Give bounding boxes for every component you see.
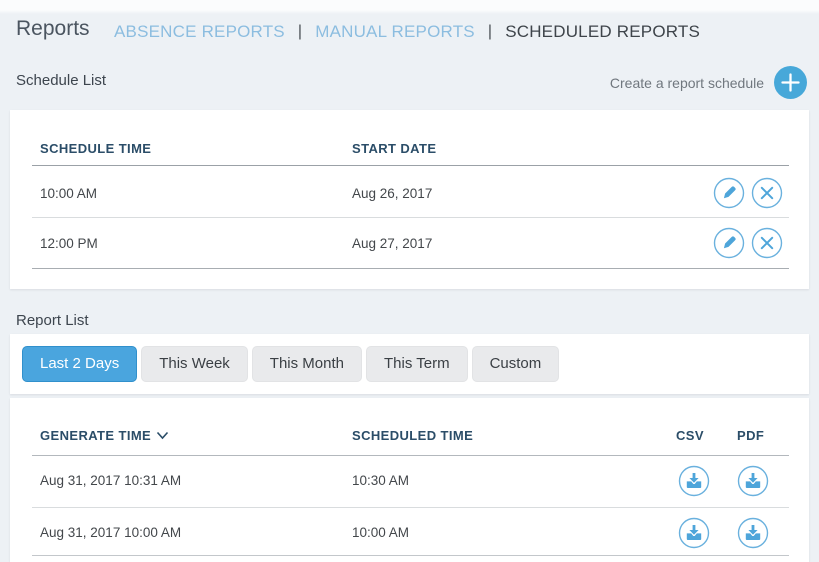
filter-this-month[interactable]: This Month <box>251 346 362 382</box>
column-header-start-date: START DATE <box>352 141 437 156</box>
edit-pencil-icon[interactable] <box>713 227 745 259</box>
filter-this-week[interactable]: This Week <box>141 346 248 382</box>
column-header-scheduled-time: SCHEDULED TIME <box>352 428 474 443</box>
start-date-value: Aug 27, 2017 <box>352 236 433 251</box>
filter-last-2-days[interactable]: Last 2 Days <box>22 346 138 382</box>
download-pdf-icon[interactable] <box>737 465 769 497</box>
schedule-time-value: 12:00 PM <box>40 236 98 251</box>
column-header-pdf: PDF <box>737 428 765 443</box>
edit-pencil-icon[interactable] <box>713 177 745 209</box>
scheduled-time-value: 10:00 AM <box>352 525 410 540</box>
tab-scheduled-reports[interactable]: SCHEDULED REPORTS <box>505 22 701 41</box>
delete-x-icon[interactable] <box>751 227 783 259</box>
column-header-schedule-time: SCHEDULE TIME <box>40 141 152 156</box>
divider <box>32 507 789 508</box>
tab-absence-reports[interactable]: ABSENCE REPORTS <box>114 22 285 41</box>
schedule-list-card: SCHEDULE TIME START DATE 10:00 AM Aug 26… <box>10 110 809 289</box>
report-list-card: GENERATE TIME SCHEDULED TIME CSV PDF Aug… <box>10 398 809 562</box>
page-title: Reports <box>16 17 90 40</box>
report-list-heading: Report List <box>16 312 89 329</box>
create-report-schedule[interactable]: Create a report schedule <box>610 66 807 99</box>
create-report-schedule-label: Create a report schedule <box>609 74 764 91</box>
tab-manual-reports[interactable]: MANUAL REPORTS <box>315 22 475 41</box>
report-filter-card: Last 2 Days This Week This Month This Te… <box>10 334 809 394</box>
divider <box>32 165 789 166</box>
delete-x-icon[interactable] <box>751 177 783 209</box>
tab-divider: | <box>487 23 493 40</box>
column-header-generate-time-label: GENERATE TIME <box>40 428 152 443</box>
divider <box>32 217 789 218</box>
schedule-list-heading: Schedule List <box>16 72 107 89</box>
divider <box>32 555 789 556</box>
generate-time-value: Aug 31, 2017 10:31 AM <box>40 473 182 488</box>
filter-this-term[interactable]: This Term <box>366 346 468 382</box>
chevron-down-icon[interactable] <box>156 431 169 440</box>
date-filter-group: Last 2 Days This Week This Month This Te… <box>22 346 560 382</box>
download-csv-icon[interactable] <box>678 517 710 549</box>
generate-time-value: Aug 31, 2017 10:00 AM <box>40 525 182 540</box>
divider <box>32 268 789 269</box>
column-header-generate-time[interactable]: GENERATE TIME <box>40 428 169 443</box>
filter-custom[interactable]: Custom <box>471 346 560 382</box>
download-csv-icon[interactable] <box>678 465 710 497</box>
plus-icon <box>781 73 800 92</box>
report-tabs: ABSENCE REPORTS | MANUAL REPORTS | SCHED… <box>114 22 700 42</box>
download-pdf-icon[interactable] <box>737 517 769 549</box>
add-schedule-button[interactable] <box>774 66 807 99</box>
start-date-value: Aug 26, 2017 <box>352 186 433 201</box>
column-header-csv: CSV <box>676 428 704 443</box>
tab-divider: | <box>297 23 303 40</box>
scheduled-time-value: 10:30 AM <box>352 473 410 488</box>
divider <box>32 455 789 456</box>
schedule-time-value: 10:00 AM <box>40 186 98 201</box>
